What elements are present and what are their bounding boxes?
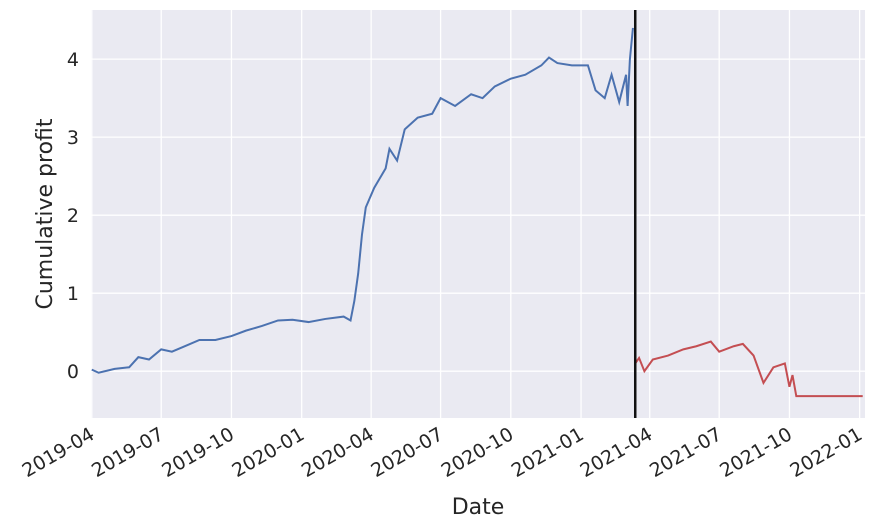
x-tick-label: 2019-04 xyxy=(19,423,99,482)
x-tick-label: 2021-07 xyxy=(646,423,726,482)
x-tick-label: 2020-04 xyxy=(298,423,378,482)
y-tick-label: 3 xyxy=(67,127,79,149)
x-tick-label: 2019-07 xyxy=(88,423,168,482)
x-axis-label: Date xyxy=(452,495,505,520)
plot-area xyxy=(91,10,865,418)
y-axis-label: Cumulative profit xyxy=(33,118,58,309)
x-tick-label: 2021-10 xyxy=(716,423,796,482)
x-tick-label: 2020-01 xyxy=(228,423,308,482)
line-series xyxy=(91,27,634,374)
x-tick-label: 2020-07 xyxy=(367,423,447,482)
x-tick-label: 2021-01 xyxy=(508,423,588,482)
x-tick-label: 2022-01 xyxy=(786,423,866,482)
y-tick-label: 4 xyxy=(67,49,79,71)
x-tick-label: 2020-10 xyxy=(438,423,518,482)
y-tick-label: 0 xyxy=(67,361,79,383)
y-tick-label: 2 xyxy=(67,205,79,227)
x-tick-label: 2021-04 xyxy=(576,423,656,482)
x-tick-label: 2019-10 xyxy=(158,423,238,482)
line-series xyxy=(634,340,863,398)
y-tick-label: 1 xyxy=(67,283,79,305)
